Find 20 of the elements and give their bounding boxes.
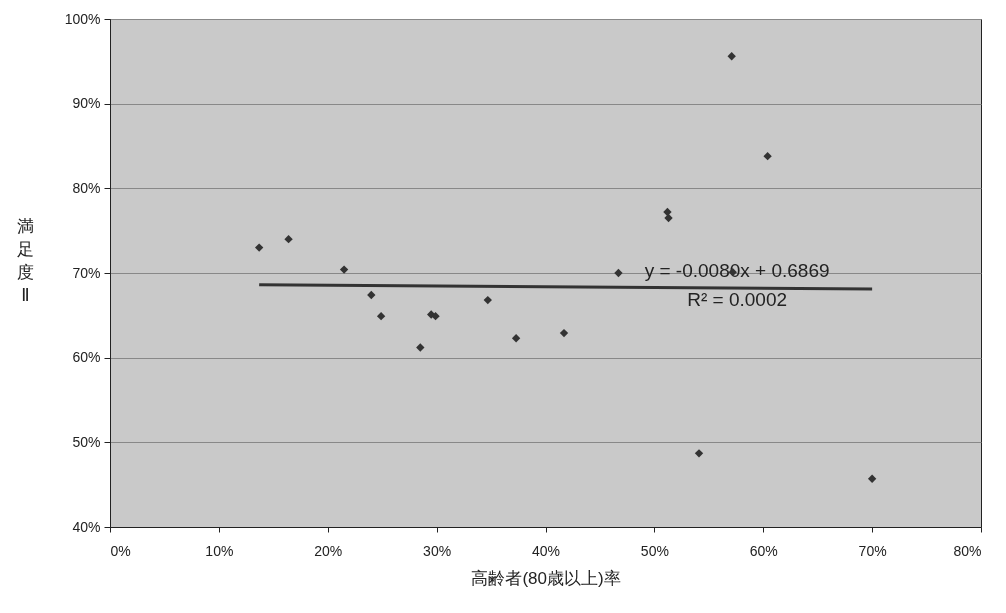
x-tick-label: 20%: [314, 542, 343, 559]
x-axis-title: 高齢者(80歳以上)率: [471, 568, 621, 588]
x-tick-label: 60%: [749, 542, 778, 559]
x-tick-label: 30%: [423, 542, 452, 559]
y-tick-label: 100%: [64, 10, 101, 27]
x-tick-label: 40%: [531, 542, 561, 559]
annotation: y = -0.0080x + 0.6869: [644, 260, 830, 281]
y-tick-label: 60%: [72, 349, 101, 366]
annotation: R² = 0.0002: [687, 289, 788, 310]
x-tick-label: 80%: [953, 542, 982, 559]
x-tick-label: 50%: [640, 542, 669, 559]
y-tick-label: 40%: [72, 518, 101, 535]
y-tick-label: 50%: [72, 433, 101, 450]
x-tick-label: 10%: [205, 542, 234, 559]
y-tick-label: 90%: [72, 95, 101, 112]
y-axis-title: 満足度Ⅱ: [17, 216, 34, 305]
y-tick-label: 70%: [72, 264, 101, 281]
x-tick-label: 70%: [858, 542, 887, 559]
x-tick-label: 0%: [110, 542, 131, 559]
y-tick-label: 80%: [72, 179, 101, 196]
